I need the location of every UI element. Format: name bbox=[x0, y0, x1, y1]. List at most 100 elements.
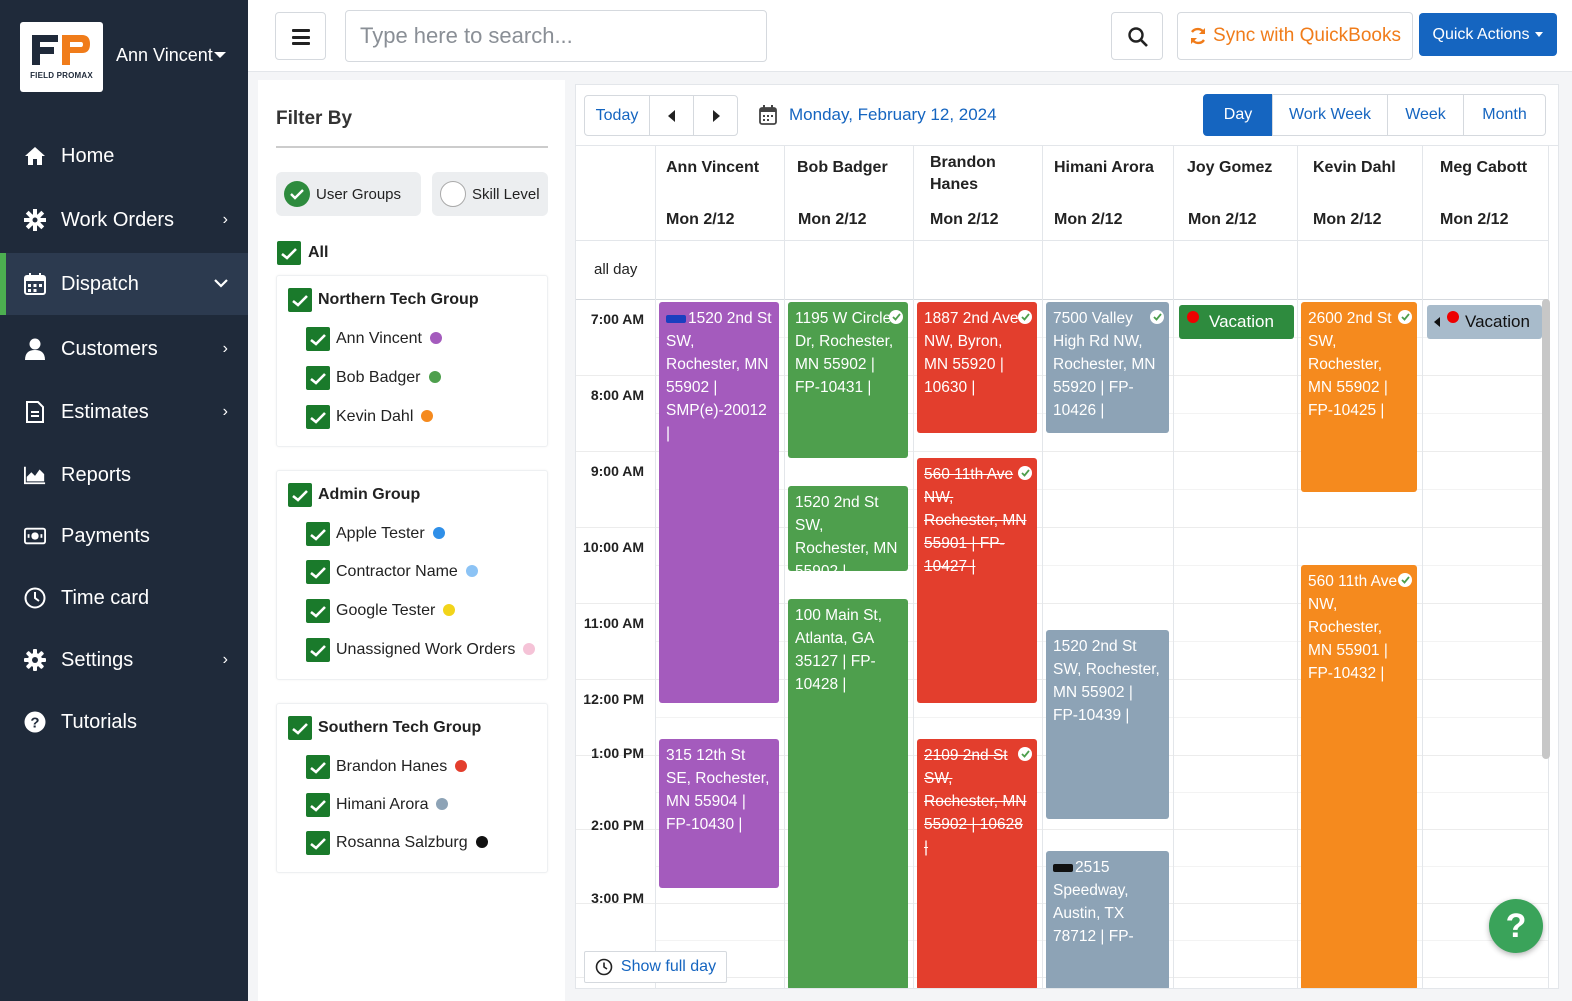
chevron-right-icon: › bbox=[222, 340, 228, 357]
toggle-user-groups[interactable]: User Groups bbox=[276, 172, 421, 216]
work-order-event[interactable]: 1520 2nd St SW, Rochester, MN 55902 | SM… bbox=[659, 302, 779, 703]
work-order-event[interactable]: 1520 2nd St SW, Rochester, MN 55902 | FP… bbox=[1046, 630, 1169, 819]
checkbox-member[interactable] bbox=[306, 638, 330, 662]
view-week-button[interactable]: Week bbox=[1387, 94, 1464, 136]
search-input[interactable] bbox=[345, 10, 767, 62]
chevron-right-icon: › bbox=[222, 651, 228, 668]
tech-header-name: Bob Badger bbox=[797, 159, 888, 176]
check-icon bbox=[889, 310, 903, 324]
status-dot bbox=[1447, 311, 1459, 323]
checkbox-member[interactable] bbox=[306, 327, 330, 351]
tech-header-name: Brandon Hanes bbox=[930, 154, 996, 193]
next-button[interactable] bbox=[693, 95, 738, 136]
time-label: 9:00 AM bbox=[590, 463, 644, 479]
view-month-button[interactable]: Month bbox=[1463, 94, 1546, 136]
fp-logo-icon bbox=[32, 35, 90, 65]
filter-panel: Filter By User Groups Skill Level All No… bbox=[258, 80, 565, 1001]
calendar-picker-icon[interactable] bbox=[759, 105, 777, 125]
work-order-event[interactable]: 2109 2nd St SW, Rochester, MN 55902 | 10… bbox=[917, 739, 1037, 988]
quick-actions-label: Quick Actions bbox=[1432, 25, 1530, 43]
nav-payments[interactable]: Payments bbox=[0, 505, 248, 567]
checkbox-group[interactable] bbox=[288, 483, 312, 507]
check-circle-icon bbox=[284, 181, 310, 207]
time-label: 3:00 PM bbox=[591, 890, 644, 906]
current-date-label[interactable]: Monday, February 12, 2024 bbox=[789, 105, 997, 124]
view-work-week-button[interactable]: Work Week bbox=[1272, 94, 1388, 136]
nav-work-orders[interactable]: Work Orders › bbox=[0, 189, 248, 251]
view-day-button[interactable]: Day bbox=[1203, 94, 1273, 136]
tech-header-name: Meg Cabott bbox=[1440, 159, 1528, 176]
time-label: 2:00 PM bbox=[591, 817, 644, 833]
sync-quickbooks-button[interactable]: Sync with QuickBooks bbox=[1177, 12, 1413, 60]
checkbox-member[interactable] bbox=[306, 831, 330, 855]
checkbox-member[interactable] bbox=[306, 755, 330, 779]
logo-text: FIELD PROMAX bbox=[30, 71, 93, 80]
nav-label: Estimates bbox=[61, 400, 149, 423]
tech-header-name: Ann Vincent bbox=[666, 159, 760, 176]
nav-reports[interactable]: Reports bbox=[0, 444, 248, 506]
work-order-event[interactable]: 1887 2nd Ave NW, Byron, MN 55920 | 10630… bbox=[917, 302, 1037, 433]
checkbox-member[interactable] bbox=[306, 793, 330, 817]
work-order-event[interactable]: 1520 2nd St SW, Rochester, MN 55902 | bbox=[788, 486, 908, 571]
today-button[interactable]: Today bbox=[584, 95, 650, 136]
color-dot bbox=[455, 759, 468, 772]
hamburger-menu-button[interactable] bbox=[275, 12, 326, 60]
check-icon bbox=[1150, 310, 1164, 324]
time-label: 11:00 AM bbox=[583, 615, 644, 631]
work-order-event[interactable]: 7500 Valley High Rd NW, Rochester, MN 55… bbox=[1046, 302, 1169, 433]
tech-header-date: Mon 2/12 bbox=[666, 211, 735, 228]
empty-circle-icon bbox=[440, 181, 466, 207]
time-label: 8:00 AM bbox=[590, 387, 644, 403]
nav-customers[interactable]: Customers › bbox=[0, 318, 248, 380]
tech-header-date: Mon 2/12 bbox=[798, 211, 867, 228]
time-label: 10:00 AM bbox=[583, 539, 644, 555]
help-button[interactable]: ? bbox=[1489, 899, 1543, 953]
checkbox-group[interactable] bbox=[288, 716, 312, 740]
search-button[interactable] bbox=[1111, 12, 1163, 60]
status-dot bbox=[1187, 311, 1199, 323]
checkbox-member[interactable] bbox=[306, 560, 330, 584]
vacation-event[interactable]: Vacation bbox=[1179, 305, 1294, 339]
work-order-event[interactable]: 2515 Speedway, Austin, TX 78712 | FP- bbox=[1046, 851, 1169, 988]
member-label: Rosanna Salzburg bbox=[336, 834, 488, 852]
checkbox-member[interactable] bbox=[306, 522, 330, 546]
work-order-event[interactable]: 560 11th Ave NW, Rochester, MN 55901 | F… bbox=[917, 458, 1037, 703]
user-menu-name[interactable]: Ann Vincent bbox=[116, 45, 213, 65]
vacation-event[interactable]: Vacation bbox=[1427, 305, 1542, 339]
nav-estimates[interactable]: Estimates › bbox=[0, 381, 248, 443]
nav-home[interactable]: Home bbox=[0, 125, 248, 187]
nav-label: Tutorials bbox=[61, 710, 137, 733]
checkbox-group[interactable] bbox=[288, 288, 312, 312]
toggle-skill-level[interactable]: Skill Level bbox=[432, 172, 548, 216]
scrollbar[interactable] bbox=[1542, 299, 1550, 759]
work-order-event[interactable]: 1195 W Circle Dr, Rochester, MN 55902 | … bbox=[788, 302, 908, 458]
check-icon bbox=[1018, 747, 1032, 761]
time-label: 12:00 PM bbox=[583, 691, 644, 707]
quick-actions-button[interactable]: Quick Actions bbox=[1419, 13, 1557, 56]
svg-text:?: ? bbox=[30, 715, 39, 732]
divider bbox=[276, 146, 548, 148]
nav-dispatch[interactable]: Dispatch bbox=[0, 253, 248, 315]
prev-button[interactable] bbox=[649, 95, 694, 136]
company-logo[interactable]: FIELD PROMAX bbox=[20, 22, 103, 92]
member-label: Bob Badger bbox=[336, 369, 441, 387]
work-order-event[interactable]: 100 Main St, Atlanta, GA 35127 | FP-1042… bbox=[788, 599, 908, 988]
checkbox-all[interactable] bbox=[277, 241, 301, 265]
check-icon bbox=[1018, 310, 1032, 324]
work-order-event[interactable]: 315 12th St SE, Rochester, MN 55904 | FP… bbox=[659, 739, 779, 888]
vacation-label: Vacation bbox=[1465, 312, 1530, 331]
nav-time-card[interactable]: Time card bbox=[0, 567, 248, 629]
show-full-day-button[interactable]: Show full day bbox=[584, 951, 727, 983]
user-menu-caret-icon[interactable] bbox=[214, 52, 226, 58]
work-order-event[interactable]: 2600 2nd St SW, Rochester, MN 55902 | FP… bbox=[1301, 302, 1417, 492]
checkbox-member[interactable] bbox=[306, 599, 330, 623]
work-order-event[interactable]: 560 11th Ave NW, Rochester, MN 55901 | F… bbox=[1301, 565, 1417, 988]
checkbox-member[interactable] bbox=[306, 366, 330, 390]
checkbox-member[interactable] bbox=[306, 405, 330, 429]
member-label: Kevin Dahl bbox=[336, 408, 434, 426]
nav-settings[interactable]: Settings › bbox=[0, 629, 248, 691]
caret-left-icon bbox=[667, 109, 675, 122]
nav-tutorials[interactable]: ? Tutorials bbox=[0, 691, 248, 753]
caret-down-icon bbox=[1535, 32, 1544, 37]
color-dot bbox=[430, 331, 442, 344]
